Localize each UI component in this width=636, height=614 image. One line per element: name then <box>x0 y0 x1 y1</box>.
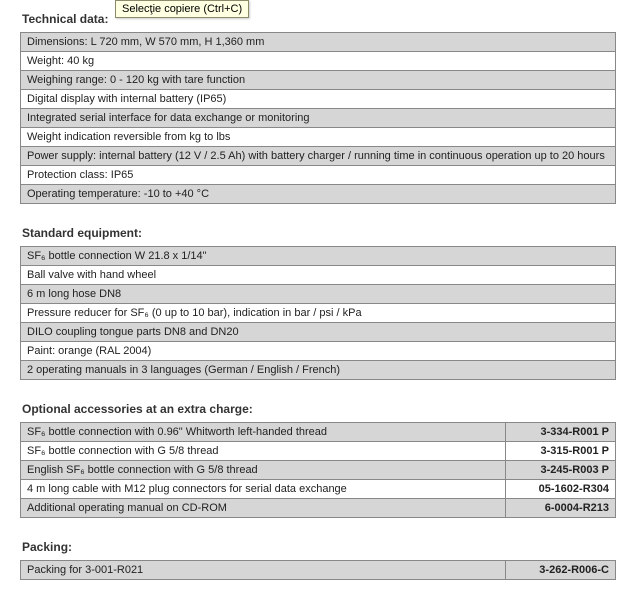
table-cell-desc: 4 m long cable with M12 plug connectors … <box>21 480 506 499</box>
table-row: Ball valve with hand wheel <box>21 266 616 285</box>
packing-section: Packing: Packing for 3-001-R0213-262-R00… <box>20 540 616 580</box>
table-row: Weight indication reversible from kg to … <box>21 128 616 147</box>
table-cell-code: 6-0004-R213 <box>506 499 616 518</box>
table-cell-desc: Packing for 3-001-R021 <box>21 561 506 580</box>
table-row: 4 m long cable with M12 plug connectors … <box>21 480 616 499</box>
table-row: Weighing range: 0 - 120 kg with tare fun… <box>21 71 616 90</box>
table-cell: Ball valve with hand wheel <box>21 266 616 285</box>
table-cell-desc: SF₆ bottle connection with G 5/8 thread <box>21 442 506 461</box>
table-cell: Weight indication reversible from kg to … <box>21 128 616 147</box>
table-cell-code: 05-1602-R304 <box>506 480 616 499</box>
packing-title: Packing: <box>20 540 616 554</box>
table-row: SF₆ bottle connection with G 5/8 thread3… <box>21 442 616 461</box>
table-cell-code: 3-262-R006-C <box>506 561 616 580</box>
table-cell: Dimensions: L 720 mm, W 570 mm, H 1,360 … <box>21 33 616 52</box>
packing-table: Packing for 3-001-R0213-262-R006-C <box>20 560 616 580</box>
standard-equipment-table: SF₆ bottle connection W 21.8 x 1/14"Ball… <box>20 246 616 380</box>
optional-accessories-table: SF₆ bottle connection with 0.96" Whitwor… <box>20 422 616 518</box>
table-cell: Digital display with internal battery (I… <box>21 90 616 109</box>
table-cell: Operating temperature: -10 to +40 °C <box>21 185 616 204</box>
table-row: SF₆ bottle connection W 21.8 x 1/14" <box>21 247 616 266</box>
table-cell-desc: English SF₆ bottle connection with G 5/8… <box>21 461 506 480</box>
standard-equipment-section: Standard equipment: SF₆ bottle connectio… <box>20 226 616 380</box>
table-row: Additional operating manual on CD-ROM6-0… <box>21 499 616 518</box>
table-cell-code: 3-315-R001 P <box>506 442 616 461</box>
table-cell-code: 3-334-R001 P <box>506 423 616 442</box>
table-row: Packing for 3-001-R0213-262-R006-C <box>21 561 616 580</box>
table-row: Dimensions: L 720 mm, W 570 mm, H 1,360 … <box>21 33 616 52</box>
technical-data-table: Dimensions: L 720 mm, W 570 mm, H 1,360 … <box>20 32 616 204</box>
table-cell: Power supply: internal battery (12 V / 2… <box>21 147 616 166</box>
table-row: Digital display with internal battery (I… <box>21 90 616 109</box>
table-cell: Pressure reducer for SF₆ (0 up to 10 bar… <box>21 304 616 323</box>
table-row: English SF₆ bottle connection with G 5/8… <box>21 461 616 480</box>
standard-equipment-title: Standard equipment: <box>20 226 616 240</box>
table-cell-desc: Additional operating manual on CD-ROM <box>21 499 506 518</box>
table-row: Paint: orange (RAL 2004) <box>21 342 616 361</box>
table-cell: Integrated serial interface for data exc… <box>21 109 616 128</box>
technical-data-title: Technical data: <box>20 12 616 26</box>
table-row: Power supply: internal battery (12 V / 2… <box>21 147 616 166</box>
table-cell: Paint: orange (RAL 2004) <box>21 342 616 361</box>
table-cell: Protection class: IP65 <box>21 166 616 185</box>
optional-accessories-title: Optional accessories at an extra charge: <box>20 402 616 416</box>
table-row: 6 m long hose DN8 <box>21 285 616 304</box>
table-cell: DILO coupling tongue parts DN8 and DN20 <box>21 323 616 342</box>
table-row: 2 operating manuals in 3 languages (Germ… <box>21 361 616 380</box>
table-row: Protection class: IP65 <box>21 166 616 185</box>
table-cell: 2 operating manuals in 3 languages (Germ… <box>21 361 616 380</box>
table-row: Operating temperature: -10 to +40 °C <box>21 185 616 204</box>
table-row: Pressure reducer for SF₆ (0 up to 10 bar… <box>21 304 616 323</box>
technical-data-section: Technical data: Dimensions: L 720 mm, W … <box>20 12 616 204</box>
copy-tooltip: Selecţie copiere (Ctrl+C) <box>115 0 249 18</box>
table-cell-desc: SF₆ bottle connection with 0.96" Whitwor… <box>21 423 506 442</box>
optional-accessories-section: Optional accessories at an extra charge:… <box>20 402 616 518</box>
table-row: SF₆ bottle connection with 0.96" Whitwor… <box>21 423 616 442</box>
table-cell: Weight: 40 kg <box>21 52 616 71</box>
table-row: DILO coupling tongue parts DN8 and DN20 <box>21 323 616 342</box>
table-row: Weight: 40 kg <box>21 52 616 71</box>
table-cell: 6 m long hose DN8 <box>21 285 616 304</box>
table-cell: SF₆ bottle connection W 21.8 x 1/14" <box>21 247 616 266</box>
table-cell-code: 3-245-R003 P <box>506 461 616 480</box>
table-row: Integrated serial interface for data exc… <box>21 109 616 128</box>
table-cell: Weighing range: 0 - 120 kg with tare fun… <box>21 71 616 90</box>
